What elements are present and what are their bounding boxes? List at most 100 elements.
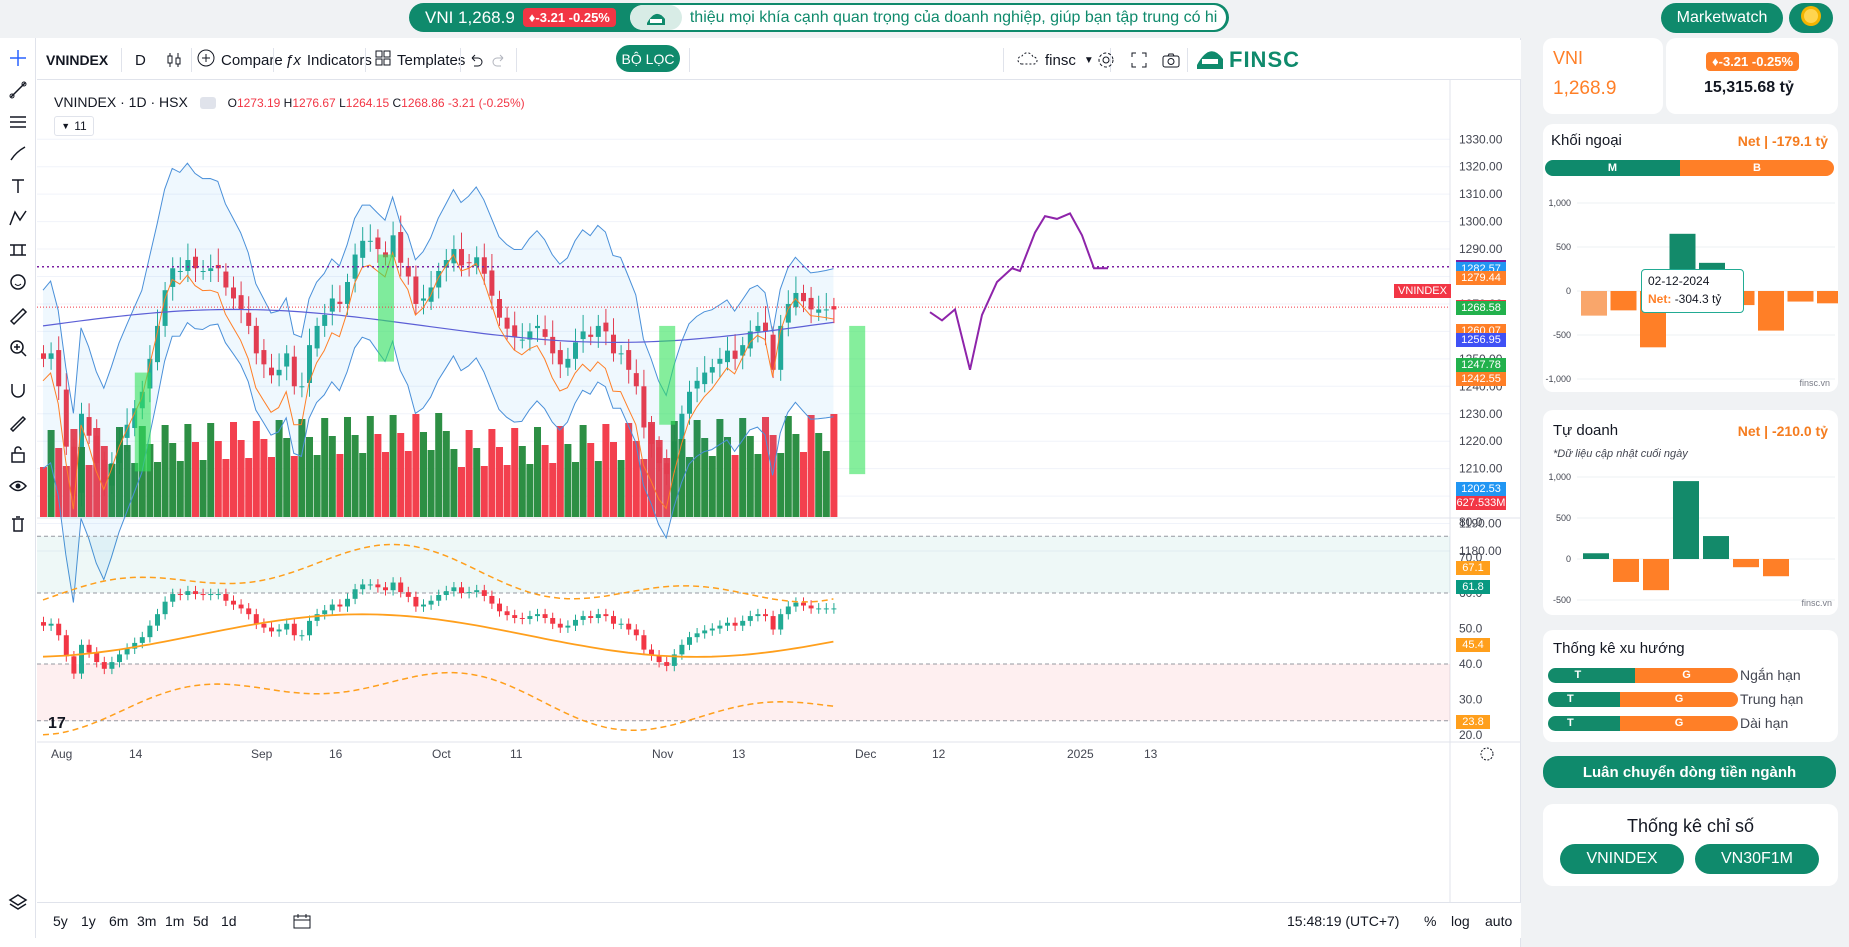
text-icon[interactable] bbox=[4, 172, 32, 200]
candles-icon[interactable] bbox=[165, 40, 183, 80]
candle-body bbox=[580, 331, 586, 340]
stay-drawing-icon[interactable] bbox=[4, 408, 32, 436]
axis-settings-icon[interactable] bbox=[1480, 747, 1494, 761]
finsc-logo-icon bbox=[1195, 45, 1225, 75]
vni-change-badge: ♦-3.21 -0.25% bbox=[522, 8, 616, 27]
volume-bar bbox=[465, 430, 473, 517]
brush-icon[interactable] bbox=[4, 140, 32, 168]
rsi-candle bbox=[337, 604, 343, 607]
percent-toggle[interactable]: % bbox=[1424, 913, 1437, 929]
log-toggle[interactable]: log bbox=[1451, 913, 1470, 929]
indicators-button[interactable]: ƒx Indicators bbox=[285, 40, 372, 80]
lock-icon[interactable] bbox=[4, 440, 32, 468]
rsi-candle bbox=[170, 594, 176, 602]
prediction-icon[interactable] bbox=[4, 236, 32, 264]
volume-bar bbox=[686, 457, 693, 517]
rsi-candle bbox=[580, 616, 586, 620]
volume-bar bbox=[579, 425, 587, 517]
filter-button[interactable]: BỘ LỌC bbox=[616, 45, 680, 72]
vnindex-button[interactable]: VNINDEX bbox=[1560, 844, 1684, 874]
eye-icon[interactable] bbox=[4, 472, 32, 500]
date-range-icon[interactable] bbox=[293, 913, 311, 932]
volume-bar bbox=[252, 421, 260, 517]
fib-icon[interactable] bbox=[4, 108, 32, 136]
rsi-candle bbox=[671, 654, 677, 666]
marketwatch-button[interactable]: Marketwatch bbox=[1661, 3, 1783, 33]
volume-bar bbox=[169, 443, 177, 517]
candle-body bbox=[299, 386, 305, 388]
rsi-candle bbox=[398, 582, 404, 593]
price-chart[interactable]: 1330.00 1320.00 1310.00 1300.00 1290.00 12 80.… bbox=[37, 80, 1521, 902]
trendline-icon[interactable] bbox=[4, 76, 32, 104]
volume-bar bbox=[518, 446, 526, 517]
crosshair-icon[interactable] bbox=[4, 44, 32, 72]
redo-icon[interactable] bbox=[491, 40, 507, 80]
emoji-icon[interactable] bbox=[4, 268, 32, 296]
prop-bar-chart[interactable]: 1,000 500 0 -500 bbox=[1543, 464, 1838, 615]
rsi-candle bbox=[679, 644, 685, 655]
layout-save-button[interactable]: finsc ▼ bbox=[1017, 40, 1094, 80]
fullscreen-icon[interactable] bbox=[1130, 40, 1148, 80]
trash-icon[interactable] bbox=[4, 510, 32, 538]
auto-toggle[interactable]: auto bbox=[1485, 913, 1513, 929]
volume-bar bbox=[556, 426, 564, 517]
rsi-candle bbox=[261, 623, 267, 628]
rsi-candle bbox=[535, 614, 540, 617]
candle-body bbox=[717, 358, 723, 364]
candle-body bbox=[694, 380, 700, 389]
candle-body bbox=[755, 325, 761, 332]
volume-bar bbox=[822, 451, 830, 517]
volume-bar bbox=[815, 433, 823, 517]
clock-display[interactable]: 15:48:19 (UTC+7) bbox=[1287, 913, 1400, 929]
vni-volume: 15,315.68 tỷ bbox=[1704, 79, 1794, 96]
camera-icon[interactable] bbox=[1161, 40, 1181, 80]
magnet-icon[interactable] bbox=[4, 376, 32, 404]
open-value: 1273.19 bbox=[236, 96, 281, 110]
compare-button[interactable]: Compare bbox=[197, 40, 283, 80]
range-1y[interactable]: 1y bbox=[81, 913, 96, 929]
rsi-candle bbox=[740, 620, 746, 626]
candle-body bbox=[641, 386, 647, 428]
vni-ticker-pill[interactable]: VNI 1,268.9 ♦-3.21 -0.25% thiệu mọi khía… bbox=[409, 3, 1229, 32]
volume-bar bbox=[268, 457, 275, 517]
symbol-search[interactable]: VNINDEX bbox=[46, 52, 109, 68]
range-3m[interactable]: 3m bbox=[137, 913, 157, 929]
rsi-tick: 80.0 bbox=[1459, 515, 1483, 529]
range-5d[interactable]: 5d bbox=[193, 913, 209, 929]
theme-toggle-button[interactable] bbox=[1789, 3, 1833, 33]
ruler-icon[interactable] bbox=[4, 302, 32, 330]
range-1m[interactable]: 1m bbox=[165, 913, 185, 929]
hide-legend-icon[interactable] bbox=[199, 97, 216, 110]
indicator-count-toggle[interactable]: ▼ 11 bbox=[54, 116, 94, 136]
range-6m[interactable]: 6m bbox=[109, 913, 129, 929]
volume-bar bbox=[366, 416, 374, 517]
bollinger-band-fill bbox=[43, 163, 834, 603]
price-tick: 1230.00 bbox=[1459, 407, 1503, 421]
gear-icon[interactable] bbox=[1096, 40, 1116, 80]
vni-card[interactable]: VNI 1,268.9 bbox=[1543, 38, 1663, 114]
interval-button[interactable]: D bbox=[135, 51, 146, 69]
undo-icon[interactable] bbox=[468, 40, 484, 80]
range-5y[interactable]: 5y bbox=[53, 913, 68, 929]
candle-body bbox=[702, 372, 708, 385]
sector-flow-button[interactable]: Luân chuyển dòng tiền ngành bbox=[1543, 756, 1836, 788]
pattern-icon[interactable] bbox=[4, 204, 32, 232]
volume-bar bbox=[503, 465, 511, 517]
vn30f1m-button[interactable]: VN30F1M bbox=[1695, 844, 1819, 874]
rsi-candle bbox=[474, 590, 480, 593]
candle-body bbox=[436, 271, 442, 288]
templates-button[interactable]: Templates bbox=[375, 40, 465, 80]
news-ticker[interactable]: thiệu mọi khía cạnh quan trọng của doanh… bbox=[629, 5, 1226, 30]
rsi-candle bbox=[155, 614, 160, 626]
zoom-icon[interactable] bbox=[4, 334, 32, 362]
layers-icon[interactable] bbox=[4, 888, 32, 916]
source-label: finsc.vn bbox=[1801, 598, 1832, 608]
candle-body bbox=[155, 325, 160, 363]
candle-body bbox=[816, 309, 822, 313]
rsi-upper-band bbox=[42, 543, 834, 603]
low-value: 1264.15 bbox=[345, 96, 390, 110]
fx-icon: ƒx bbox=[285, 51, 301, 69]
candle-body bbox=[565, 358, 571, 368]
volume-bar bbox=[769, 435, 777, 517]
range-1d[interactable]: 1d bbox=[221, 913, 237, 929]
